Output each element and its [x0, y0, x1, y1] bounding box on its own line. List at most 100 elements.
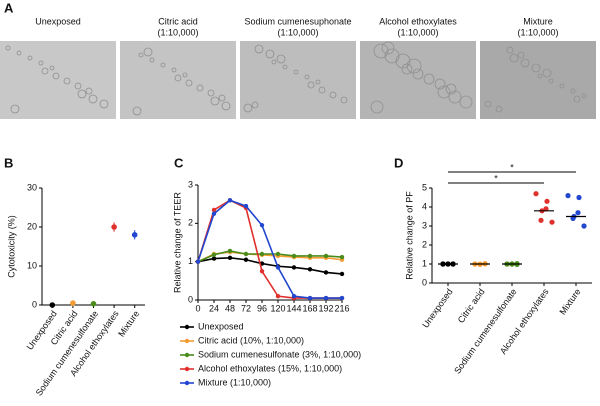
- point: [576, 194, 582, 201]
- point: [538, 217, 544, 223]
- cell-texture: [160, 62, 166, 68]
- cell-texture: [243, 103, 253, 113]
- significance-label: *: [510, 162, 514, 172]
- image-title: Sodium cumenesuphonate: [244, 16, 351, 26]
- cell-texture: [495, 105, 503, 113]
- cell-texture: [423, 73, 435, 85]
- cell-texture: [99, 99, 109, 109]
- cell-texture: [459, 95, 473, 109]
- cell-texture: [85, 87, 93, 95]
- cell-texture: [406, 58, 422, 74]
- point: [243, 203, 249, 209]
- cell-texture: [271, 59, 277, 65]
- panel-label: A: [4, 0, 14, 15]
- point: [307, 253, 313, 259]
- cell-texture: [41, 67, 49, 75]
- panel-label: D: [394, 155, 403, 170]
- cell-texture: [304, 74, 310, 80]
- micrograph: [240, 41, 356, 119]
- cell-texture: [542, 68, 552, 78]
- point: [243, 257, 249, 262]
- image-title: (1:10,000): [397, 27, 438, 37]
- x-tick-label: Unexposed: [420, 287, 454, 330]
- x-tick-label: Sodium cumenesulfonate: [452, 287, 518, 376]
- cell-texture: [370, 100, 384, 114]
- point: [275, 293, 281, 299]
- cell-texture: [520, 58, 530, 68]
- point: [259, 223, 265, 228]
- cell-texture: [570, 88, 576, 94]
- point: [549, 219, 555, 225]
- y-tick-label: 10: [27, 260, 37, 270]
- cell-texture: [484, 100, 492, 108]
- cell-texture: [329, 91, 337, 99]
- cell-texture: [185, 79, 193, 87]
- cell-texture: [16, 50, 22, 56]
- cell-texture: [52, 72, 60, 80]
- point: [339, 295, 345, 301]
- y-tick-label: 1: [188, 256, 193, 266]
- point: [243, 251, 249, 257]
- point: [565, 193, 571, 199]
- cell-texture: [132, 106, 142, 116]
- image-title: (1:10,000): [157, 27, 198, 37]
- cell-texture: [77, 89, 87, 99]
- point: [323, 253, 329, 259]
- image-title: Citric acid: [158, 16, 198, 26]
- x-tick-label: Mixture: [557, 287, 582, 317]
- image-title: Alcohol ethoxylates: [379, 16, 457, 26]
- cell-texture: [581, 93, 587, 99]
- cell-texture: [138, 52, 144, 58]
- cell-texture: [218, 94, 226, 102]
- point: [291, 293, 297, 299]
- image-title: Mixture: [523, 16, 553, 26]
- x-tick-label: 96: [257, 303, 267, 313]
- x-tick-label: 0: [195, 303, 200, 313]
- cell-texture: [307, 81, 315, 89]
- y-tick-label: 2: [188, 218, 193, 228]
- point: [211, 207, 217, 213]
- cell-texture: [171, 67, 177, 73]
- series-line: [197, 250, 343, 263]
- micrograph: [0, 41, 116, 119]
- point: [307, 295, 313, 301]
- cell-texture: [63, 77, 71, 85]
- y-tick-label: 30: [27, 182, 37, 192]
- cell-texture: [265, 49, 275, 59]
- x-tick-label: 168: [302, 303, 317, 313]
- image-title: (1:10,000): [517, 27, 558, 37]
- point: [90, 301, 97, 307]
- point: [339, 254, 345, 260]
- point: [131, 232, 138, 238]
- cell-texture: [559, 83, 565, 89]
- legend-label: Unexposed: [198, 321, 244, 331]
- y-axis-label: Cytotoxicity (%): [6, 215, 16, 278]
- x-tick-label: Citric acid: [456, 287, 487, 325]
- point: [291, 253, 297, 259]
- legend-marker: [184, 352, 190, 358]
- point: [259, 251, 265, 257]
- cell-texture: [221, 101, 231, 111]
- cell-texture: [207, 89, 215, 97]
- series-line: [197, 257, 343, 275]
- point: [211, 256, 217, 261]
- significance-label: *: [494, 173, 498, 183]
- x-tick-label: 120: [270, 303, 285, 313]
- legend-marker: [184, 324, 190, 330]
- point: [275, 251, 281, 257]
- cell-texture: [437, 85, 451, 99]
- point: [543, 206, 549, 212]
- point: [195, 259, 201, 264]
- cell-texture: [517, 51, 525, 59]
- point: [227, 198, 233, 203]
- cell-texture: [434, 78, 446, 90]
- panel-label: C: [174, 155, 184, 170]
- micrograph: [480, 41, 596, 119]
- point: [544, 198, 550, 204]
- point: [533, 191, 539, 197]
- cell-texture: [251, 101, 259, 109]
- x-tick-label: 216: [334, 303, 349, 313]
- point: [227, 248, 233, 254]
- cell-texture: [149, 57, 155, 63]
